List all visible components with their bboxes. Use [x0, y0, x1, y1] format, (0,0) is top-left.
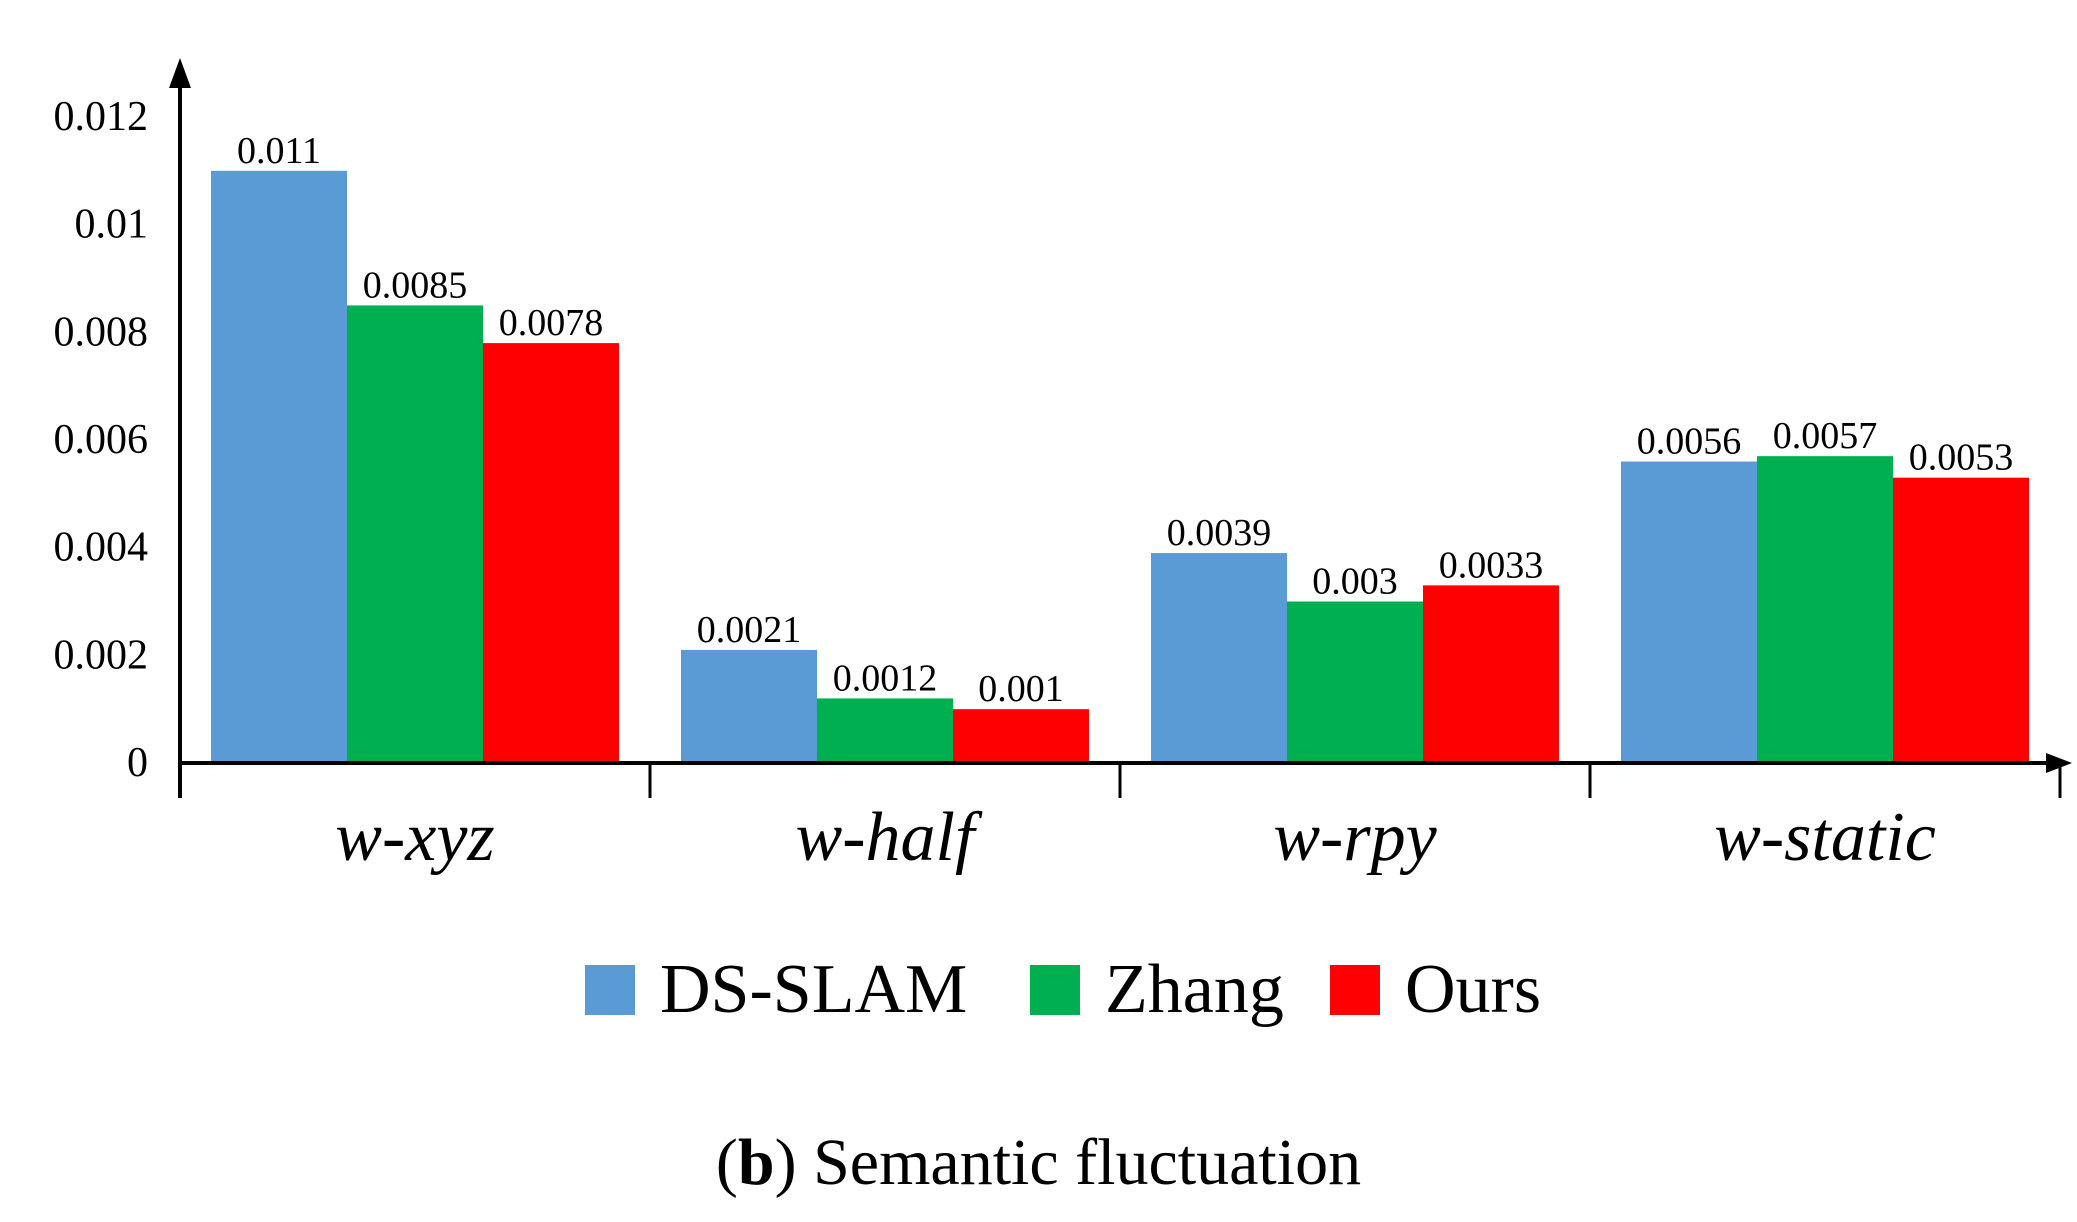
- y-tick-label: 0: [127, 740, 148, 786]
- data-label: 0.0057: [1773, 415, 1878, 457]
- legend-swatch-ours: [1330, 965, 1380, 1015]
- figure-caption: (b) Semantic fluctuation: [0, 1125, 2077, 1201]
- data-label: 0.011: [237, 130, 321, 172]
- bar-ours-w-xyz: [483, 343, 619, 763]
- y-tick-label: 0.008: [54, 309, 149, 355]
- legend-label: DS-SLAM: [660, 951, 967, 1028]
- y-tick-label: 0.004: [54, 525, 149, 571]
- data-label: 0.0039: [1167, 512, 1272, 554]
- legend-swatch-zhang: [1030, 965, 1080, 1015]
- bar-ds-slam-w-static: [1621, 461, 1757, 763]
- caption-letter: b: [737, 1126, 775, 1199]
- bar-ours-w-static: [1893, 477, 2029, 763]
- legend-swatch-ds-slam: [585, 965, 635, 1015]
- bar-ours-w-half: [953, 709, 1089, 763]
- caption-close-paren: ): [774, 1126, 797, 1199]
- caption-open-paren: (: [715, 1126, 738, 1199]
- y-tick-label: 0.01: [75, 202, 149, 248]
- data-label: 0.0085: [363, 264, 468, 306]
- bar-ds-slam-w-xyz: [211, 170, 347, 764]
- bar-ds-slam-w-rpy: [1151, 553, 1287, 763]
- data-label: 0.0078: [499, 302, 604, 344]
- data-label: 0.0021: [697, 609, 802, 651]
- bar-zhang-w-rpy: [1287, 601, 1423, 763]
- y-tick-label: 0.006: [54, 417, 149, 463]
- bar-zhang-w-xyz: [347, 305, 483, 763]
- legend-label: Zhang: [1105, 951, 1284, 1028]
- bar-ds-slam-w-half: [681, 649, 817, 763]
- bar-zhang-w-half: [817, 698, 953, 763]
- bar-zhang-w-static: [1757, 456, 1893, 763]
- x-category-label: w-half: [796, 799, 983, 876]
- data-label: 0.0056: [1637, 421, 1742, 463]
- y-axis-arrow: [169, 58, 191, 88]
- bar-ours-w-rpy: [1423, 585, 1559, 763]
- y-tick-label: 0.012: [54, 94, 149, 140]
- x-category-label: w-rpy: [1273, 799, 1437, 876]
- y-tick-label: 0.002: [54, 632, 149, 678]
- data-label: 0.0012: [833, 657, 938, 699]
- data-label: 0.0053: [1909, 437, 2014, 479]
- data-label: 0.0033: [1439, 544, 1544, 586]
- data-label: 0.001: [978, 668, 1064, 710]
- legend-label: Ours: [1405, 951, 1541, 1028]
- caption-text: Semantic fluctuation: [796, 1126, 1362, 1199]
- data-label: 0.003: [1312, 561, 1398, 603]
- x-category-label: w-xyz: [335, 799, 494, 876]
- x-category-label: w-static: [1714, 799, 1936, 876]
